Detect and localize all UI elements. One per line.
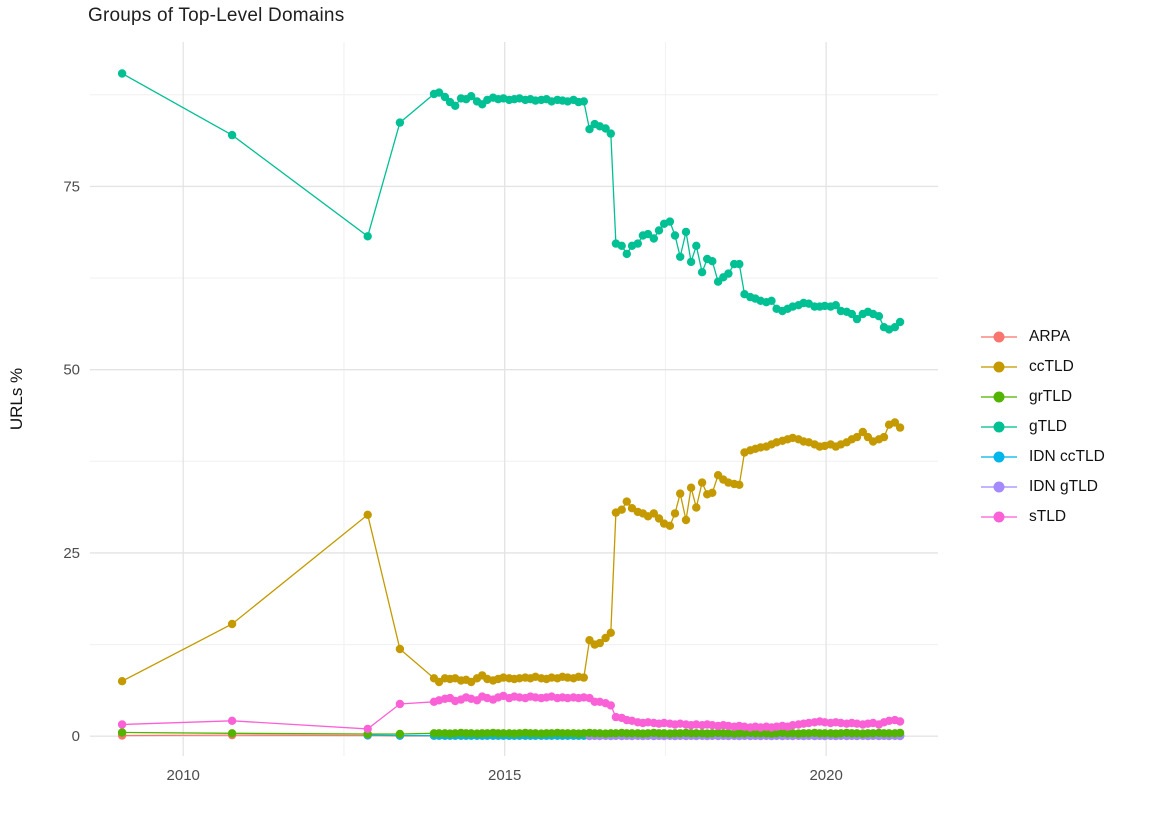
legend-label-idn-gtld: IDN gTLD	[1029, 477, 1098, 495]
legend-label-stld: sTLD	[1029, 507, 1067, 525]
legend-label-arpa: ARPA	[1029, 327, 1071, 345]
legend-item-grtld: grTLD	[981, 386, 1105, 407]
series-grtld	[117, 728, 905, 739]
y-tick-label: 25	[63, 545, 80, 562]
legend-item-gtld: gTLD	[981, 416, 1105, 437]
minor-gridlines	[90, 42, 938, 756]
legend-key-stld-icon	[981, 510, 1017, 524]
legend-key-idn-gtld-icon	[981, 480, 1017, 494]
legend-item-arpa: ARPA	[981, 326, 1105, 347]
x-tick-label: 2015	[488, 767, 521, 784]
legend-item-stld: sTLD	[981, 506, 1105, 527]
major-gridlines	[90, 42, 938, 756]
legend-item-cctld: ccTLD	[981, 356, 1105, 377]
legend-label-gtld: gTLD	[1029, 417, 1067, 435]
y-tick-label: 50	[63, 362, 80, 379]
legend-key-cctld-icon	[981, 360, 1017, 374]
y-axis-tick-labels: 0 25 50 75	[63, 178, 80, 745]
series-cctld	[117, 418, 905, 687]
series-gtld	[117, 69, 905, 334]
plot-area: 2010 2015 2020 0 25 50 75	[63, 42, 938, 784]
x-axis-tick-labels: 2010 2015 2020	[167, 767, 843, 784]
legend-key-arpa-icon	[981, 330, 1017, 344]
y-axis-title: URLs %	[7, 367, 27, 431]
x-tick-label: 2010	[167, 767, 200, 784]
legend: ARPA ccTLD grTLD gTLD IDN ccTLD IDN gTLD sTLD	[981, 326, 1105, 527]
legend-label-grtld: grTLD	[1029, 387, 1073, 405]
legend-item-idn-cctld: IDN ccTLD	[981, 446, 1105, 467]
legend-key-idn-cctld-icon	[981, 450, 1017, 464]
y-tick-label: 75	[63, 178, 80, 195]
series-stld	[117, 691, 905, 734]
y-tick-label: 0	[72, 728, 80, 745]
legend-label-cctld: ccTLD	[1029, 357, 1074, 375]
legend-label-idn-cctld: IDN ccTLD	[1029, 447, 1105, 465]
legend-item-idn-gtld: IDN gTLD	[981, 476, 1105, 497]
x-tick-label: 2020	[809, 767, 842, 784]
legend-key-gtld-icon	[981, 420, 1017, 434]
chart-title: Groups of Top-Level Domains	[88, 5, 345, 26]
legend-key-grtld-icon	[981, 390, 1017, 404]
